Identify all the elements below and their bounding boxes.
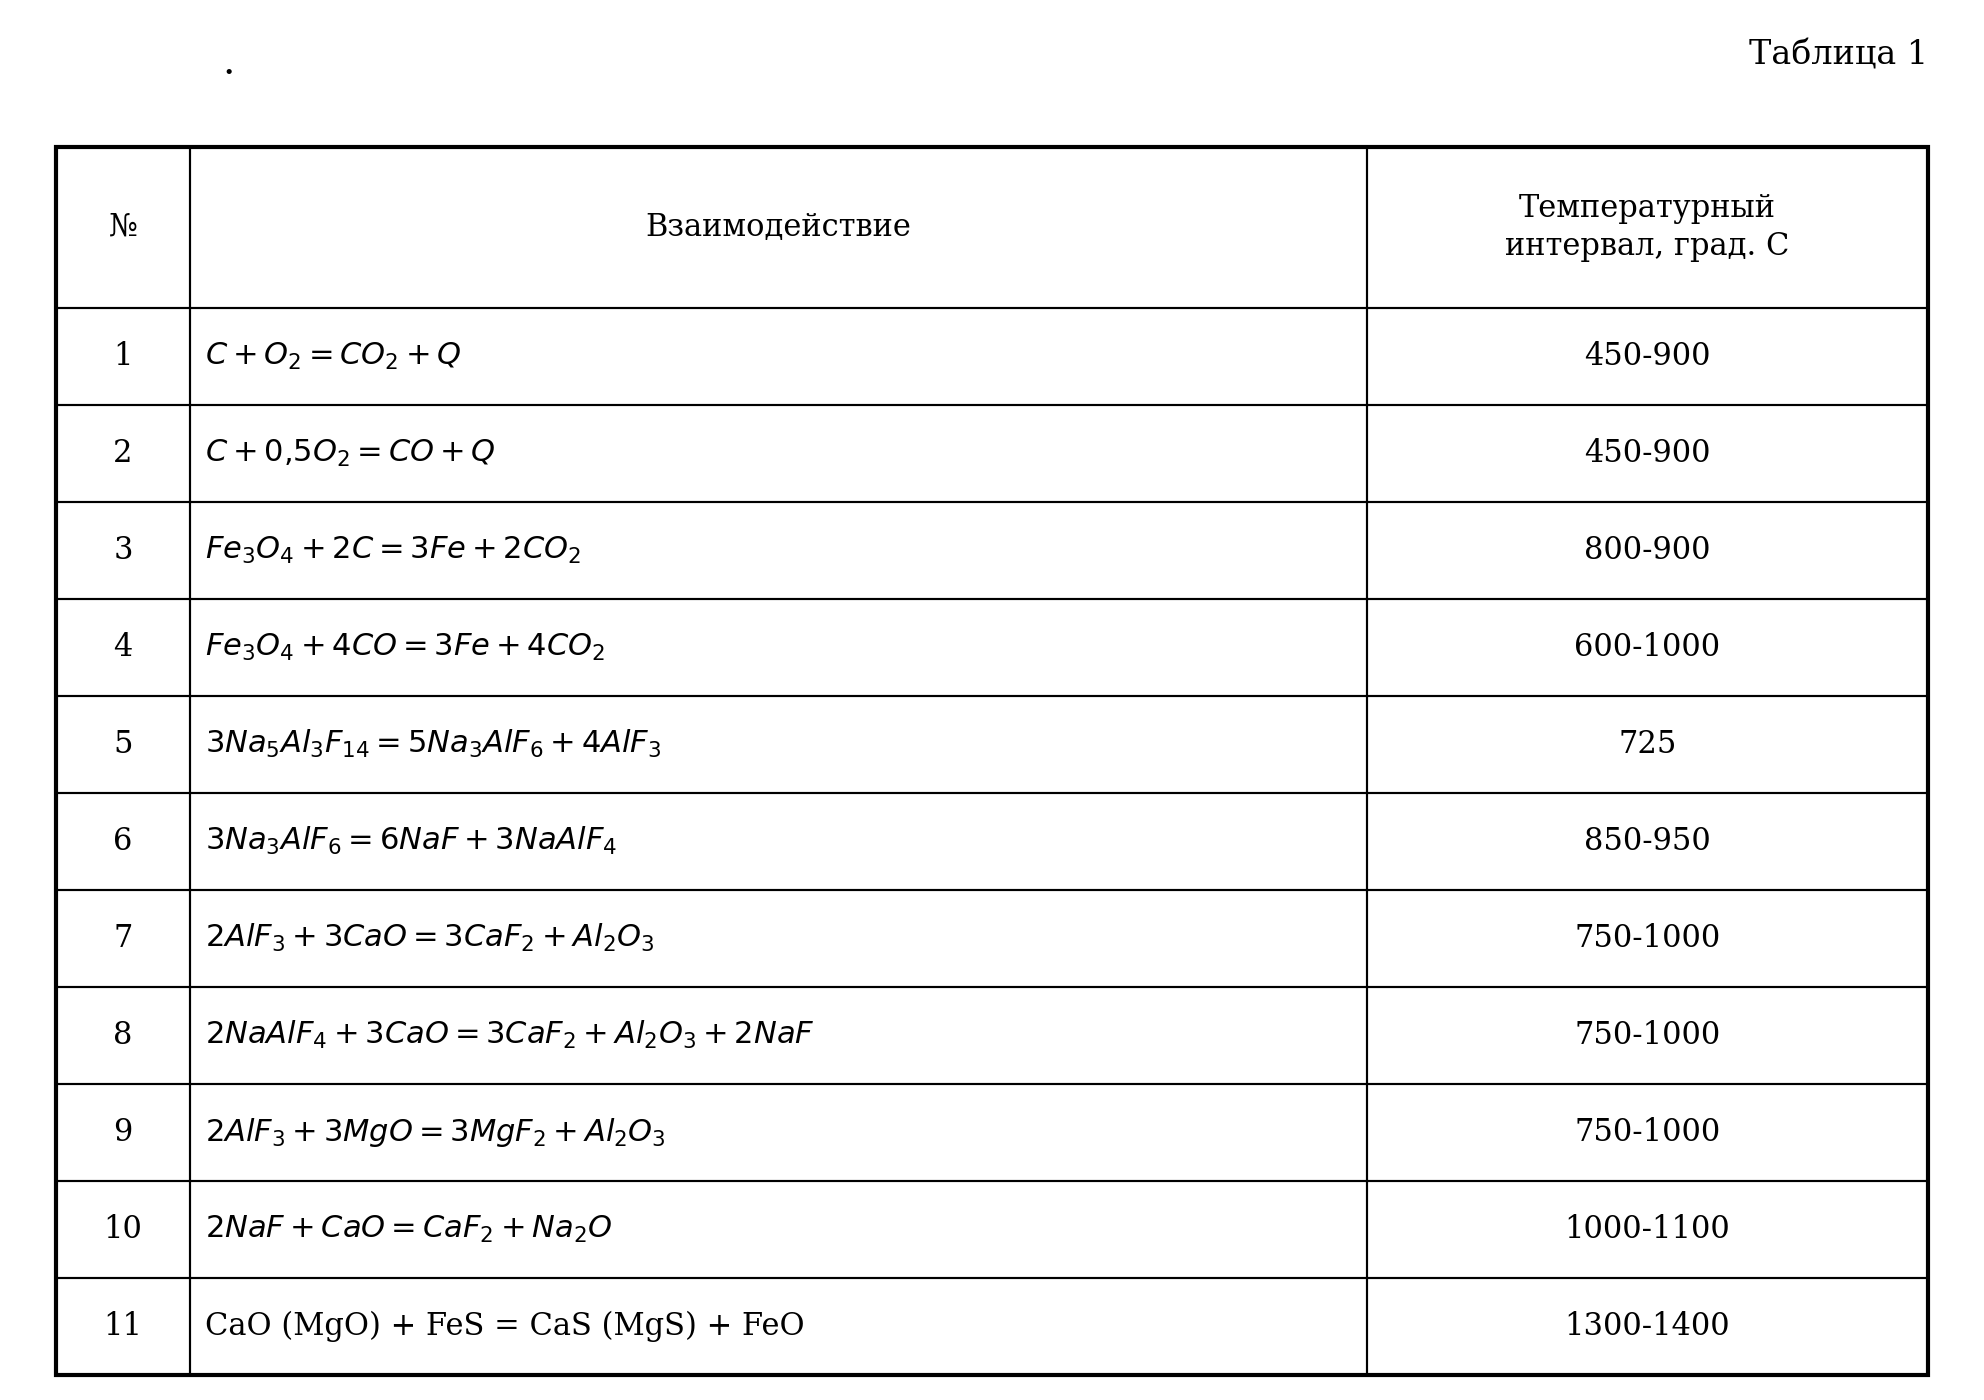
Bar bbox=[190, 1084, 1367, 1180]
Bar bbox=[1367, 1084, 1928, 1180]
Bar bbox=[56, 1084, 190, 1180]
Bar bbox=[56, 987, 190, 1084]
Text: $3Na_5Al_3F_{14} = 5Na_3AlF_6 + 4AlF_3$: $3Na_5Al_3F_{14} = 5Na_3AlF_6 + 4AlF_3$ bbox=[206, 728, 663, 760]
Bar bbox=[1367, 308, 1928, 405]
Text: $2NaAlF_4 + 3CaO = 3CaF_2 + Al_2O_3 + 2NaF$: $2NaAlF_4 + 3CaO = 3CaF_2 + Al_2O_3 + 2N… bbox=[206, 1019, 815, 1051]
Text: 10: 10 bbox=[103, 1214, 143, 1245]
Bar bbox=[190, 987, 1367, 1084]
Bar bbox=[56, 792, 190, 890]
Text: 5: 5 bbox=[113, 729, 133, 760]
Text: 800-900: 800-900 bbox=[1585, 535, 1710, 566]
Text: 3: 3 bbox=[113, 535, 133, 566]
Text: 7: 7 bbox=[113, 923, 133, 953]
Text: $3Na_3AlF_6 = 6NaF + 3NaAlF_4$: $3Na_3AlF_6 = 6NaF + 3NaAlF_4$ bbox=[206, 826, 617, 857]
Text: ·: · bbox=[222, 56, 234, 92]
Bar bbox=[190, 1278, 1367, 1375]
Bar bbox=[56, 405, 190, 503]
Text: 750-1000: 750-1000 bbox=[1575, 923, 1720, 953]
Text: Температурный
интервал, град. С: Температурный интервал, град. С bbox=[1506, 193, 1790, 262]
Text: 1000-1100: 1000-1100 bbox=[1565, 1214, 1730, 1245]
Bar bbox=[56, 1180, 190, 1278]
Text: Таблица 1: Таблица 1 bbox=[1750, 39, 1928, 71]
Bar bbox=[190, 503, 1367, 599]
Text: $2AlF_3 + 3CaO = 3CaF_2 + Al_2O_3$: $2AlF_3 + 3CaO = 3CaF_2 + Al_2O_3$ bbox=[206, 923, 655, 955]
Bar bbox=[56, 147, 190, 308]
Text: $2NaF + CaO = CaF_2 + Na_2O$: $2NaF + CaO = CaF_2 + Na_2O$ bbox=[206, 1214, 613, 1245]
Text: 750-1000: 750-1000 bbox=[1575, 1117, 1720, 1148]
Text: $Fe_3O_4 + 4CO = 3Fe + 4CO_2$: $Fe_3O_4 + 4CO = 3Fe + 4CO_2$ bbox=[206, 631, 605, 664]
Text: 4: 4 bbox=[113, 631, 133, 664]
Bar bbox=[56, 308, 190, 405]
Bar bbox=[1367, 1180, 1928, 1278]
Bar bbox=[1367, 696, 1928, 792]
Bar bbox=[56, 503, 190, 599]
Text: 600-1000: 600-1000 bbox=[1575, 631, 1720, 664]
Bar bbox=[190, 405, 1367, 503]
Bar bbox=[1367, 890, 1928, 987]
Bar bbox=[1367, 1278, 1928, 1375]
Bar bbox=[1367, 599, 1928, 696]
Text: 450-900: 450-900 bbox=[1585, 342, 1710, 372]
Text: $C + 0{,}5O_2 = CO + Q$: $C + 0{,}5O_2 = CO + Q$ bbox=[206, 438, 496, 469]
Bar bbox=[56, 1278, 190, 1375]
Text: 9: 9 bbox=[113, 1117, 133, 1148]
Bar bbox=[56, 147, 1928, 1375]
Text: 1300-1400: 1300-1400 bbox=[1565, 1310, 1730, 1341]
Bar bbox=[190, 308, 1367, 405]
Text: 11: 11 bbox=[103, 1310, 143, 1341]
Bar bbox=[56, 599, 190, 696]
Bar bbox=[56, 696, 190, 792]
Bar bbox=[190, 599, 1367, 696]
Bar bbox=[190, 792, 1367, 890]
Bar bbox=[190, 147, 1367, 308]
Bar bbox=[190, 1180, 1367, 1278]
Text: CaO (MgO) + FeS = CaS (MgS) + FeO: CaO (MgO) + FeS = CaS (MgS) + FeO bbox=[206, 1310, 806, 1343]
Text: $Fe_3O_4 + 2C = 3Fe + 2CO_2$: $Fe_3O_4 + 2C = 3Fe + 2CO_2$ bbox=[206, 535, 581, 566]
Text: 2: 2 bbox=[113, 438, 133, 469]
Bar bbox=[56, 890, 190, 987]
Text: Взаимодействие: Взаимодействие bbox=[645, 211, 911, 244]
Text: 750-1000: 750-1000 bbox=[1575, 1019, 1720, 1051]
Bar bbox=[1367, 147, 1928, 308]
Text: №: № bbox=[109, 211, 137, 244]
Text: 850-950: 850-950 bbox=[1583, 826, 1710, 857]
Bar bbox=[1367, 792, 1928, 890]
Text: 6: 6 bbox=[113, 826, 133, 857]
Text: 8: 8 bbox=[113, 1019, 133, 1051]
Text: 1: 1 bbox=[113, 342, 133, 372]
Bar bbox=[190, 696, 1367, 792]
Bar bbox=[1367, 987, 1928, 1084]
Text: $2AlF_3 + 3MgO = 3MgF_2 + Al_2O_3$: $2AlF_3 + 3MgO = 3MgF_2 + Al_2O_3$ bbox=[206, 1116, 667, 1149]
Bar bbox=[190, 890, 1367, 987]
Bar bbox=[1367, 503, 1928, 599]
Text: 450-900: 450-900 bbox=[1585, 438, 1710, 469]
Text: $C + O_2 = CO_2 + Q$: $C + O_2 = CO_2 + Q$ bbox=[206, 342, 462, 372]
Text: 725: 725 bbox=[1619, 729, 1676, 760]
Bar bbox=[1367, 405, 1928, 503]
